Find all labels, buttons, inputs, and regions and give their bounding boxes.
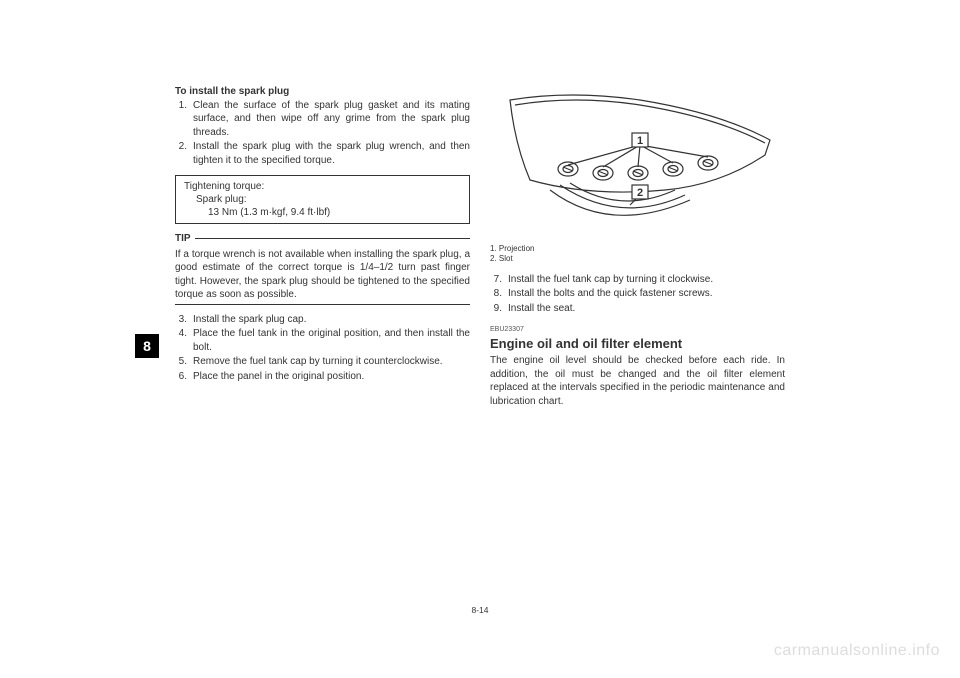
watermark: carmanualsonline.info: [774, 642, 940, 660]
page-number: 8-14: [175, 605, 785, 615]
section-title: Engine oil and oil filter element: [490, 335, 785, 353]
tip-label: TIP: [175, 232, 191, 246]
tip-text: If a torque wrench is not available when…: [175, 248, 470, 302]
figure-caption: 1. Projection 2. Slot: [490, 244, 785, 265]
caption-2: 2. Slot: [490, 254, 785, 264]
torque-line-3: 13 Nm (1.3 m·kgf, 9.4 ft·lbf): [184, 206, 461, 219]
install-heading: To install the spark plug: [175, 85, 470, 99]
step-7: 7. Install the fuel tank cap by turning …: [490, 273, 785, 287]
fuel-tank-figure: 1 2: [490, 85, 785, 240]
step-text: Install the spark plug cap.: [193, 313, 470, 327]
step-number: 3.: [175, 313, 193, 327]
step-text: Place the fuel tank in the original posi…: [193, 327, 470, 354]
step-number: 2.: [175, 140, 193, 167]
step-3: 3. Install the spark plug cap.: [175, 313, 470, 327]
step-9: 9. Install the seat.: [490, 302, 785, 316]
left-column: To install the spark plug 1. Clean the s…: [175, 85, 470, 384]
step-2: 2. Install the spark plug with the spark…: [175, 140, 470, 167]
step-text: Install the spark plug with the spark pl…: [193, 140, 470, 167]
step-text: Remove the fuel tank cap by turning it c…: [193, 355, 470, 369]
step-5: 5. Remove the fuel tank cap by turning i…: [175, 355, 470, 369]
tip-header: TIP: [175, 232, 470, 246]
step-text: Install the bolts and the quick fastener…: [508, 287, 785, 301]
step-1: 1. Clean the surface of the spark plug g…: [175, 99, 470, 140]
right-column: 1 2 1. Projection 2. Slot 7. Install the…: [490, 85, 785, 408]
step-number: 5.: [175, 355, 193, 369]
step-6: 6. Place the panel in the original posit…: [175, 370, 470, 384]
figure-svg: 1 2: [490, 85, 785, 240]
step-number: 4.: [175, 327, 193, 354]
torque-line-2: Spark plug:: [184, 193, 461, 206]
tip-block: TIP If a torque wrench is not available …: [175, 232, 470, 305]
chapter-tab: 8: [135, 334, 159, 358]
fig-label-1: 1: [637, 135, 643, 147]
step-number: 7.: [490, 273, 508, 287]
torque-box: Tightening torque: Spark plug: 13 Nm (1.…: [175, 175, 470, 224]
step-text: Install the fuel tank cap by turning it …: [508, 273, 785, 287]
step-text: Place the panel in the original position…: [193, 370, 470, 384]
step-number: 9.: [490, 302, 508, 316]
tip-end-rule: [175, 304, 470, 305]
step-number: 1.: [175, 99, 193, 140]
caption-1: 1. Projection: [490, 244, 785, 254]
fig-label-2: 2: [637, 187, 643, 199]
tip-rule: [195, 238, 470, 239]
section-code: EBU23307: [490, 325, 785, 334]
section-body: The engine oil level should be checked b…: [490, 354, 785, 408]
step-number: 6.: [175, 370, 193, 384]
step-number: 8.: [490, 287, 508, 301]
step-8: 8. Install the bolts and the quick faste…: [490, 287, 785, 301]
page-content: To install the spark plug 1. Clean the s…: [175, 85, 785, 585]
step-4: 4. Place the fuel tank in the original p…: [175, 327, 470, 354]
step-text: Install the seat.: [508, 302, 785, 316]
torque-line-1: Tightening torque:: [184, 180, 461, 193]
step-text: Clean the surface of the spark plug gask…: [193, 99, 470, 140]
